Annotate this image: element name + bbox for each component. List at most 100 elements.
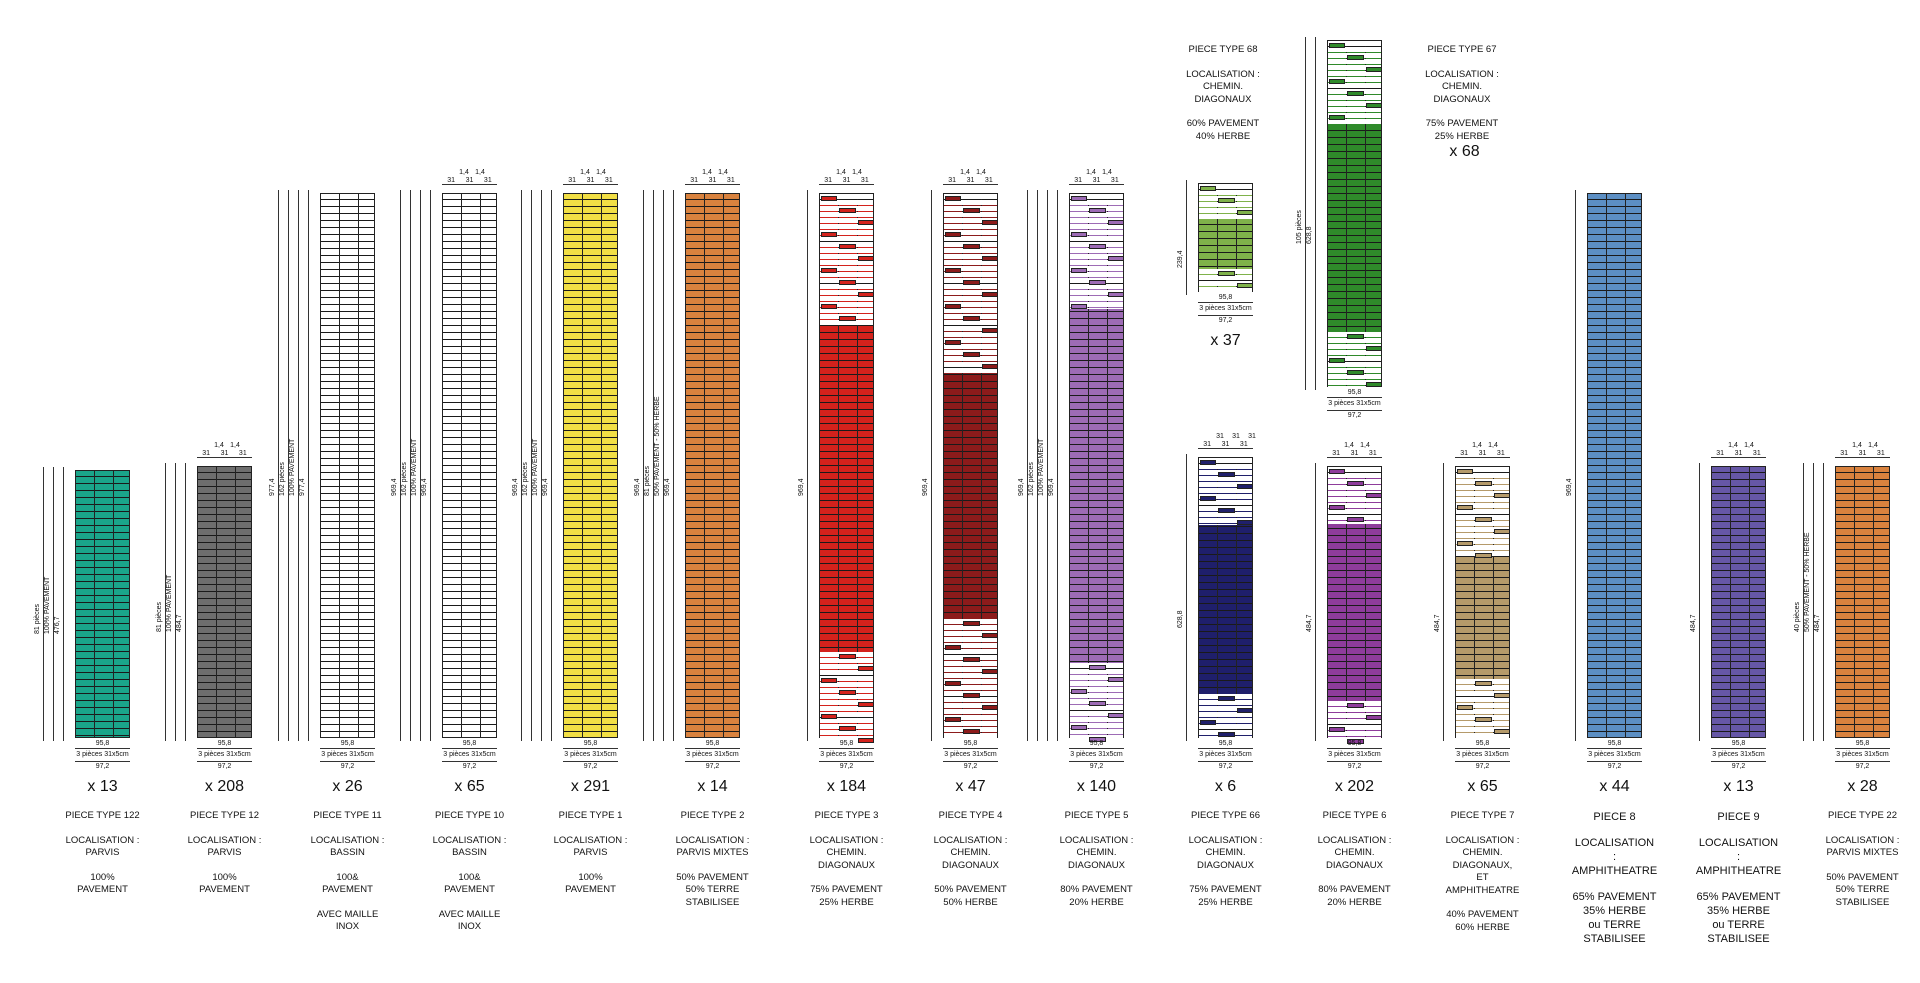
piece-22-dim-line: [1803, 463, 1804, 741]
piece-6-paver: [1329, 505, 1346, 510]
piece-8-count: x 44: [1599, 778, 1630, 795]
piece-10-label-line: AVEC MAILLE INOX: [438, 908, 501, 933]
piece-2-top-tick: 31: [690, 177, 699, 184]
piece-4-paver: [963, 729, 980, 734]
piece-7-dim-line: [1443, 463, 1444, 741]
piece-7-divider: [1474, 467, 1476, 737]
piece-3-paver: [839, 316, 856, 321]
piece-4-bottom-dim-line: [943, 761, 998, 762]
piece-5-dim-line: [1037, 190, 1038, 741]
piece-3-top-tick: 31: [842, 177, 851, 184]
piece-66-top-tick: 31: [1221, 441, 1230, 448]
piece-67-paver: [1347, 370, 1364, 376]
piece-11-label-line: PIECE TYPE 11: [313, 810, 382, 821]
piece-8-divider: [1624, 194, 1626, 737]
piece-66-top-dim-line: [1198, 448, 1253, 449]
piece-2-dim-line: [643, 190, 644, 741]
piece-5-paver: [1089, 736, 1106, 742]
piece-67-grass-zone: [1328, 41, 1382, 125]
piece-4-paver: [981, 328, 998, 333]
piece-68-paver: [1218, 271, 1235, 276]
piece-8-label-line: PIECE 8: [1593, 811, 1636, 823]
piece-3-paver: [839, 653, 856, 659]
piece-9-label-line: LOCALISATION : AMPHITHEATRE: [1695, 837, 1782, 877]
piece-12-dim-text: 100% PAVEMENT: [166, 574, 173, 632]
piece-122-dim-line: [43, 467, 44, 741]
piece-11-dim-text: 977,4: [269, 477, 276, 496]
piece-12-top-dim: 1,4: [230, 442, 240, 449]
piece-2-strip: [685, 193, 740, 738]
piece-3-bottom-dim-line: [819, 761, 874, 762]
piece-1-width-total: 97,2: [583, 763, 598, 770]
piece-4-paver: [981, 633, 998, 638]
piece-67-paver: [1365, 346, 1382, 352]
piece-67-paver: [1347, 55, 1364, 60]
piece-122-dim-text: 81 pièces: [34, 604, 41, 634]
piece-11-dim-text: 162 pièces: [279, 461, 286, 496]
piece-3-paver: [821, 268, 838, 273]
piece-22-top-tick: 31: [1840, 450, 1849, 457]
piece-4-paver: [945, 645, 962, 650]
piece-9-top-dim: 1,4: [1744, 442, 1754, 449]
piece-3-paver: [839, 280, 856, 285]
piece-9-count: x 13: [1723, 778, 1754, 795]
piece-4-top-tick: 31: [948, 177, 957, 184]
piece-12-width: 95,8: [217, 740, 232, 747]
piece-66-divider: [1217, 458, 1219, 737]
piece-4-paver: [945, 268, 962, 273]
piece-122-divider: [112, 471, 114, 737]
piece-5-count: x 140: [1076, 778, 1117, 795]
piece-66-bottom-dim-line: [1198, 748, 1253, 749]
piece-6-divider: [1346, 467, 1348, 737]
piece-5-grass-zone: [1070, 662, 1124, 742]
piece-4-label-line: LOCALISATION : CHEMIN. DIAGONAUX: [933, 834, 1008, 871]
piece-67-paver: [1329, 43, 1346, 48]
piece-12-top-dim-line: [197, 457, 252, 458]
piece-5-paver: [1071, 268, 1088, 273]
piece-66-paver: [1218, 732, 1235, 738]
piece-22-width: 95,8: [1855, 740, 1870, 747]
piece-3-count: x 184: [826, 778, 867, 795]
piece-3-top-dim: 1,4: [852, 169, 862, 176]
piece-67-width-total: 97,2: [1347, 412, 1362, 419]
piece-7-paver: [1457, 469, 1474, 474]
piece-5-divider: [1106, 194, 1108, 737]
piece-11-strip: [320, 193, 375, 738]
piece-22-dim-text: 50% PAVEMENT - 50% HERBE: [1804, 532, 1811, 632]
piece-11-dim-text: 100% PAVEMENT: [289, 438, 296, 496]
piece-7-paver: [1457, 505, 1474, 510]
piece-68-paver: [1200, 186, 1217, 191]
piece-22-dim-line: [1823, 463, 1824, 741]
piece-4-top-tick: 31: [984, 177, 993, 184]
piece-7-paver: [1475, 717, 1492, 722]
piece-2-label-line: PIECE TYPE 2: [680, 810, 745, 821]
piece-5-paver: [1107, 292, 1124, 297]
piece-66-paver: [1218, 508, 1235, 513]
piece-10-label-line: LOCALISATION : BASSIN: [432, 834, 507, 859]
piece-11-dim-line: [298, 190, 299, 741]
piece-2-width-total: 97,2: [705, 763, 720, 770]
piece-7-width-total: 97,2: [1475, 763, 1490, 770]
piece-3-dim-text: 969,4: [798, 477, 805, 496]
piece-122-dim-text: 100% PAVEMENT: [44, 576, 51, 634]
piece-22-bottom-dim-line: [1835, 748, 1890, 749]
piece-66-label-line: 75% PAVEMENT 25% HERBE: [1189, 884, 1262, 908]
piece-3-paver: [839, 689, 856, 695]
piece-2-divider: [722, 194, 724, 737]
piece-68-divider: [1235, 184, 1237, 291]
piece-6-paver: [1329, 727, 1346, 732]
piece-5-dim-line: [1027, 190, 1028, 741]
piece-3-paver: [821, 196, 838, 201]
piece-8-width: 95,8: [1607, 740, 1622, 747]
piece-7-paver: [1493, 529, 1510, 534]
piece-2-width: 95,8: [705, 740, 720, 747]
piece-10-divider: [461, 194, 463, 737]
piece-2-top-dim: 1,4: [702, 169, 712, 176]
piece-5-paver: [1107, 712, 1124, 718]
piece-67-bottom-dim-line: [1327, 410, 1382, 411]
piece-6-top-tick: 31: [1332, 450, 1341, 457]
piece-67-divider: [1346, 41, 1348, 386]
piece-67-paver: [1347, 91, 1364, 96]
piece-6-paver: [1329, 469, 1346, 474]
piece-5-top-tick: 31: [1074, 177, 1083, 184]
